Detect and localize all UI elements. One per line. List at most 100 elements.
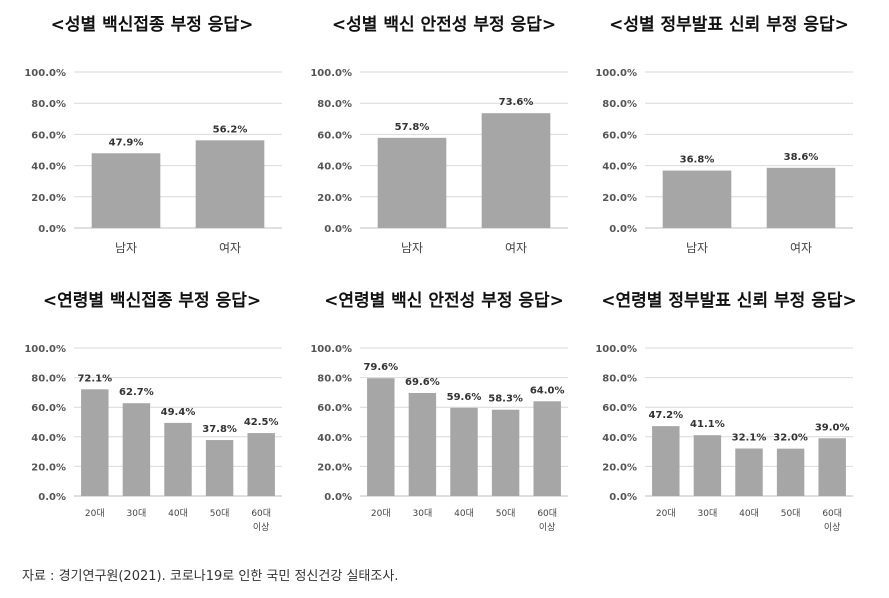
chart-title: <연령별 정부발표 신뢰 부정 응답> xyxy=(601,290,856,311)
y-tick-label: 20.0% xyxy=(317,193,352,204)
y-tick-label: 60.0% xyxy=(602,403,637,414)
data-label: 72.1% xyxy=(77,373,112,384)
bar xyxy=(735,448,763,496)
x-category-label: 남자 xyxy=(401,241,423,255)
x-category-label: 30대 xyxy=(698,508,718,519)
x-category-label: 남자 xyxy=(115,241,137,255)
data-label: 41.1% xyxy=(690,419,725,430)
data-label: 49.4% xyxy=(161,407,196,418)
chart-panel: <성별 백신접종 부정 응답> 0.0% 20.0% 40.0% 60.0% 80.0% 1… xyxy=(24,15,282,255)
bar xyxy=(195,140,265,228)
chart-title: <성별 정부발표 신뢰 부정 응답> xyxy=(609,15,849,35)
y-tick-label: 80.0% xyxy=(31,99,66,110)
data-label: 62.7% xyxy=(119,387,154,398)
y-tick-label: 80.0% xyxy=(602,374,637,385)
x-category-label: 30대 xyxy=(127,508,147,519)
y-tick-label: 100.0% xyxy=(24,68,66,79)
x-category-label: 60대 xyxy=(822,508,842,519)
x-category-label: 60대 xyxy=(537,508,557,519)
y-tick-label: 100.0% xyxy=(310,68,352,79)
y-tick-label: 40.0% xyxy=(602,433,637,444)
bar xyxy=(533,401,561,496)
bar xyxy=(205,440,234,496)
data-label: 38.6% xyxy=(784,152,819,163)
x-category-label: 20대 xyxy=(656,508,676,519)
x-category-label: 20대 xyxy=(371,508,391,519)
y-tick-label: 20.0% xyxy=(317,462,352,473)
data-label: 57.8% xyxy=(395,122,430,133)
x-category-label: 이상 xyxy=(253,522,270,533)
chart-title: <연령별 백신 안전성 부정 응답> xyxy=(324,290,564,311)
y-tick-label: 100.0% xyxy=(24,344,66,355)
bar xyxy=(491,409,520,496)
x-category-label: 남자 xyxy=(686,241,708,255)
source-note: 자료 : 경기연구원(2021). 코로나19로 인한 국민 정신건강 실태조사… xyxy=(22,569,399,584)
y-tick-label: 80.0% xyxy=(31,374,66,385)
y-tick-label: 0.0% xyxy=(609,224,637,235)
y-tick-label: 60.0% xyxy=(31,130,66,141)
y-tick-label: 80.0% xyxy=(602,99,637,110)
chart-panel: <연령별 정부발표 신뢰 부정 응답> 0.0% 20.0% 40.0% 60.0% 80… xyxy=(595,290,856,533)
x-category-label: 30대 xyxy=(413,508,433,519)
y-tick-label: 0.0% xyxy=(324,224,352,235)
bar xyxy=(481,113,551,228)
data-label: 69.6% xyxy=(405,377,440,388)
y-tick-label: 100.0% xyxy=(595,344,637,355)
bar xyxy=(247,433,275,496)
x-category-label: 20대 xyxy=(85,508,105,519)
data-label: 47.9% xyxy=(109,137,144,148)
chart-title: <연령별 백신접종 부정 응답> xyxy=(43,290,261,311)
data-label: 37.8% xyxy=(202,424,237,435)
x-category-label: 40대 xyxy=(168,508,188,519)
x-category-label: 여자 xyxy=(505,241,527,255)
data-label: 36.8% xyxy=(680,155,715,166)
data-label: 56.2% xyxy=(213,124,248,135)
data-label: 47.2% xyxy=(648,410,683,421)
y-tick-label: 40.0% xyxy=(602,162,637,173)
y-tick-label: 60.0% xyxy=(602,130,637,141)
bar xyxy=(662,170,732,228)
data-label: 32.0% xyxy=(773,433,808,444)
y-tick-label: 40.0% xyxy=(31,162,66,173)
chart-panel: <성별 정부발표 신뢰 부정 응답> 0.0% 20.0% 40.0% 60.0% 80.… xyxy=(595,15,853,255)
y-tick-label: 80.0% xyxy=(317,99,352,110)
data-label: 32.1% xyxy=(732,432,767,443)
chart-panel: <연령별 백신접종 부정 응답> 0.0% 20.0% 40.0% 60.0% 80.0%… xyxy=(24,290,282,533)
y-tick-label: 20.0% xyxy=(31,462,66,473)
bar xyxy=(122,403,151,496)
bar xyxy=(766,167,836,228)
data-label: 58.3% xyxy=(488,394,523,405)
chart-panel: <성별 백신 안전성 부정 응답> 0.0% 20.0% 40.0% 60.0% 80.0… xyxy=(310,15,568,255)
bar xyxy=(164,422,192,496)
chart-title: <성별 백신 안전성 부정 응답> xyxy=(332,15,556,35)
y-tick-label: 20.0% xyxy=(31,193,66,204)
x-category-label: 50대 xyxy=(781,508,801,519)
bar xyxy=(81,389,109,496)
y-tick-label: 0.0% xyxy=(609,492,637,503)
y-tick-label: 80.0% xyxy=(317,374,352,385)
data-label: 39.0% xyxy=(815,422,850,433)
x-category-label: 이상 xyxy=(824,522,841,533)
bar xyxy=(818,438,846,496)
y-tick-label: 60.0% xyxy=(317,130,352,141)
bar xyxy=(693,435,722,496)
bar xyxy=(408,392,437,496)
x-category-label: 이상 xyxy=(539,522,556,533)
y-tick-label: 0.0% xyxy=(324,492,352,503)
y-tick-label: 20.0% xyxy=(602,462,637,473)
y-tick-label: 40.0% xyxy=(31,433,66,444)
y-tick-label: 40.0% xyxy=(317,162,352,173)
bar xyxy=(652,426,680,496)
data-label: 79.6% xyxy=(363,362,398,373)
y-tick-label: 40.0% xyxy=(317,433,352,444)
bar xyxy=(367,378,395,496)
data-label: 64.0% xyxy=(530,385,565,396)
bar xyxy=(776,448,805,496)
data-label: 42.5% xyxy=(244,417,279,428)
bar xyxy=(91,153,161,228)
chart-panel: <연령별 백신 안전성 부정 응답> 0.0% 20.0% 40.0% 60.0% 80.… xyxy=(310,290,568,533)
x-category-label: 여자 xyxy=(219,241,241,255)
y-tick-label: 60.0% xyxy=(317,403,352,414)
y-tick-label: 0.0% xyxy=(38,492,66,503)
